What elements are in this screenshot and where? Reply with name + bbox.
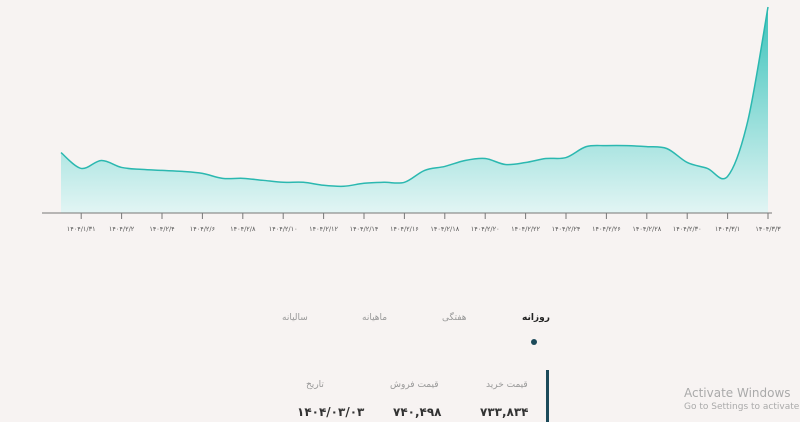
row-accent-bar — [546, 370, 549, 422]
x-tick-label: ۱۴۰۴/۲/۲۴ — [552, 225, 581, 233]
x-tick-label: ۱۴۰۴/۳/۱ — [715, 225, 740, 233]
x-tick-label: ۱۴۰۴/۲/۴ — [149, 225, 175, 233]
x-tick-label: ۱۴۰۴/۲/۶ — [190, 225, 215, 233]
activate-windows-title: Activate Windows — [684, 386, 791, 400]
chart-area-fill — [61, 6, 768, 213]
buy-price-value: ۷۳۳,۸۳۴ — [480, 405, 529, 419]
x-tick-label: ۱۴۰۴/۳/۳ — [755, 225, 781, 233]
x-tick-label: ۱۴۰۴/۲/۲ — [109, 225, 135, 233]
price-chart: ۱۴۰۴/۱/۳۱ ۱۴۰۴/۲/۲ ۱۴۰۴/۲/۴ ۱۴۰۴/۲/۶ ۱۴۰۴/۲/… — [42, 6, 781, 233]
x-tick-label: ۱۴۰۴/۱/۳۱ — [67, 225, 96, 233]
x-tick-label: ۱۴۰۴/۲/۱۶ — [390, 225, 419, 233]
period-tabs: روزانه هفتگی ماهیانه سالیانه — [0, 313, 800, 333]
header-buy-price: قیمت خرید — [486, 380, 528, 390]
x-tick-label: ۱۴۰۴/۲/۲۸ — [632, 225, 661, 233]
x-tick-label: ۱۴۰۴/۲/۸ — [230, 225, 256, 233]
x-tick-label: ۱۴۰۴/۲/۲۰ — [471, 225, 500, 233]
x-tick-label: ۱۴۰۴/۲/۳۰ — [673, 225, 702, 233]
x-tick-label: ۱۴۰۴/۲/۱۴ — [350, 225, 379, 233]
chart-line — [60, 6, 769, 188]
tab-monthly[interactable]: ماهیانه — [362, 313, 388, 323]
x-tick-label: ۱۴۰۴/۲/۲۶ — [592, 225, 621, 233]
x-tick-label: ۱۴۰۴/۲/۱۰ — [269, 225, 298, 233]
tab-daily[interactable]: روزانه — [522, 313, 550, 323]
sell-price-value: ۷۴۰,۴۹۸ — [393, 405, 442, 419]
tab-weekly[interactable]: هفتگی — [442, 313, 467, 323]
x-tick-label: ۱۴۰۴/۲/۱۲ — [309, 225, 338, 233]
x-tick-label: ۱۴۰۴/۲/۱۸ — [430, 225, 459, 233]
header-sell-price: قیمت فروش — [390, 380, 439, 390]
date-value: ۱۴۰۴/۰۳/۰۳ — [297, 405, 365, 419]
tab-yearly[interactable]: سالیانه — [282, 313, 308, 323]
header-date: تاریخ — [306, 380, 324, 390]
active-tab-indicator — [531, 339, 537, 345]
x-tick-label: ۱۴۰۴/۲/۲۲ — [511, 225, 540, 233]
activate-windows-subtitle: Go to Settings to activate — [684, 402, 800, 412]
